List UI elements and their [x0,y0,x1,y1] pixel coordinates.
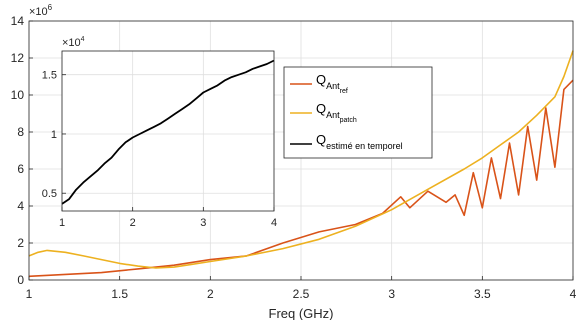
main-x-tick-label: 1 [26,287,33,301]
legend-label-q-ant-patch: QAntpatch [316,101,357,124]
inset-axes: 1 2 3 4 0.5 1 1.5 ×104 [42,36,277,229]
main-x-axis-label: Freq (GHz) [269,306,334,320]
main-x-tick-label: 3 [388,287,395,301]
main-y-tick-label: 14 [11,14,25,28]
series-line-q-ant-patch [28,50,574,269]
inset-plot-frame [61,50,275,212]
main-series [28,50,574,278]
inset-plot-area [62,51,274,211]
main-y-tick-label: 8 [17,125,24,139]
series-line-q-estime-en-temporel [61,59,275,205]
main-y-tick-label: 2 [17,236,24,250]
inset-x-tick-label: 3 [200,217,206,229]
inset-y-multiplier: ×104 [62,36,85,49]
legend-label-q-estime-en-temporel: Qestimé en temporel [316,132,403,151]
main-y-tick-label: 6 [17,162,24,176]
main-x-tick-label: 4 [570,287,576,301]
inset-y-tick-label: 0.5 [42,188,57,200]
main-x-tick-label: 2.5 [293,287,310,301]
legend-item-q-ant-patch: QAntpatch [290,101,357,124]
inset-x-tick-label: 1 [59,217,65,229]
main-y-ticks: 0 2 4 6 8 10 12 14 [11,14,33,287]
inset-series [61,59,275,205]
main-x-tick-label: 2 [207,287,214,301]
inset-x-tick-label: 2 [130,217,136,229]
main-x-ticks: 1 1.5 2 2.5 3 3.5 4 [26,276,576,301]
legend: QAntref QAntpatch Qestimé en temporel [283,66,433,159]
inset-y-tick-label: 1.5 [42,70,57,82]
legend-label-q-ant-ref: QAntref [316,72,348,95]
main-y-tick-label: 12 [11,51,25,65]
inset-x-tick-label: 4 [271,217,277,229]
main-x-tick-label: 3.5 [474,287,491,301]
inset-x-ticks: 1 2 3 4 [59,207,277,229]
main-y-multiplier: ×106 [29,3,53,18]
main-y-tick-label: 0 [17,273,24,287]
series-line-q-ant-ref [28,79,574,278]
legend-item-q-estime-en-temporel: Qestimé en temporel [290,132,403,151]
inset-y-tick-label: 1 [51,129,57,141]
legend-item-q-ant-ref: QAntref [290,72,348,95]
main-y-tick-label: 4 [17,199,24,213]
main-x-tick-label: 1.5 [111,287,128,301]
inset-y-ticks: 0.5 1 1.5 [42,70,66,200]
main-y-tick-label: 10 [11,88,25,102]
